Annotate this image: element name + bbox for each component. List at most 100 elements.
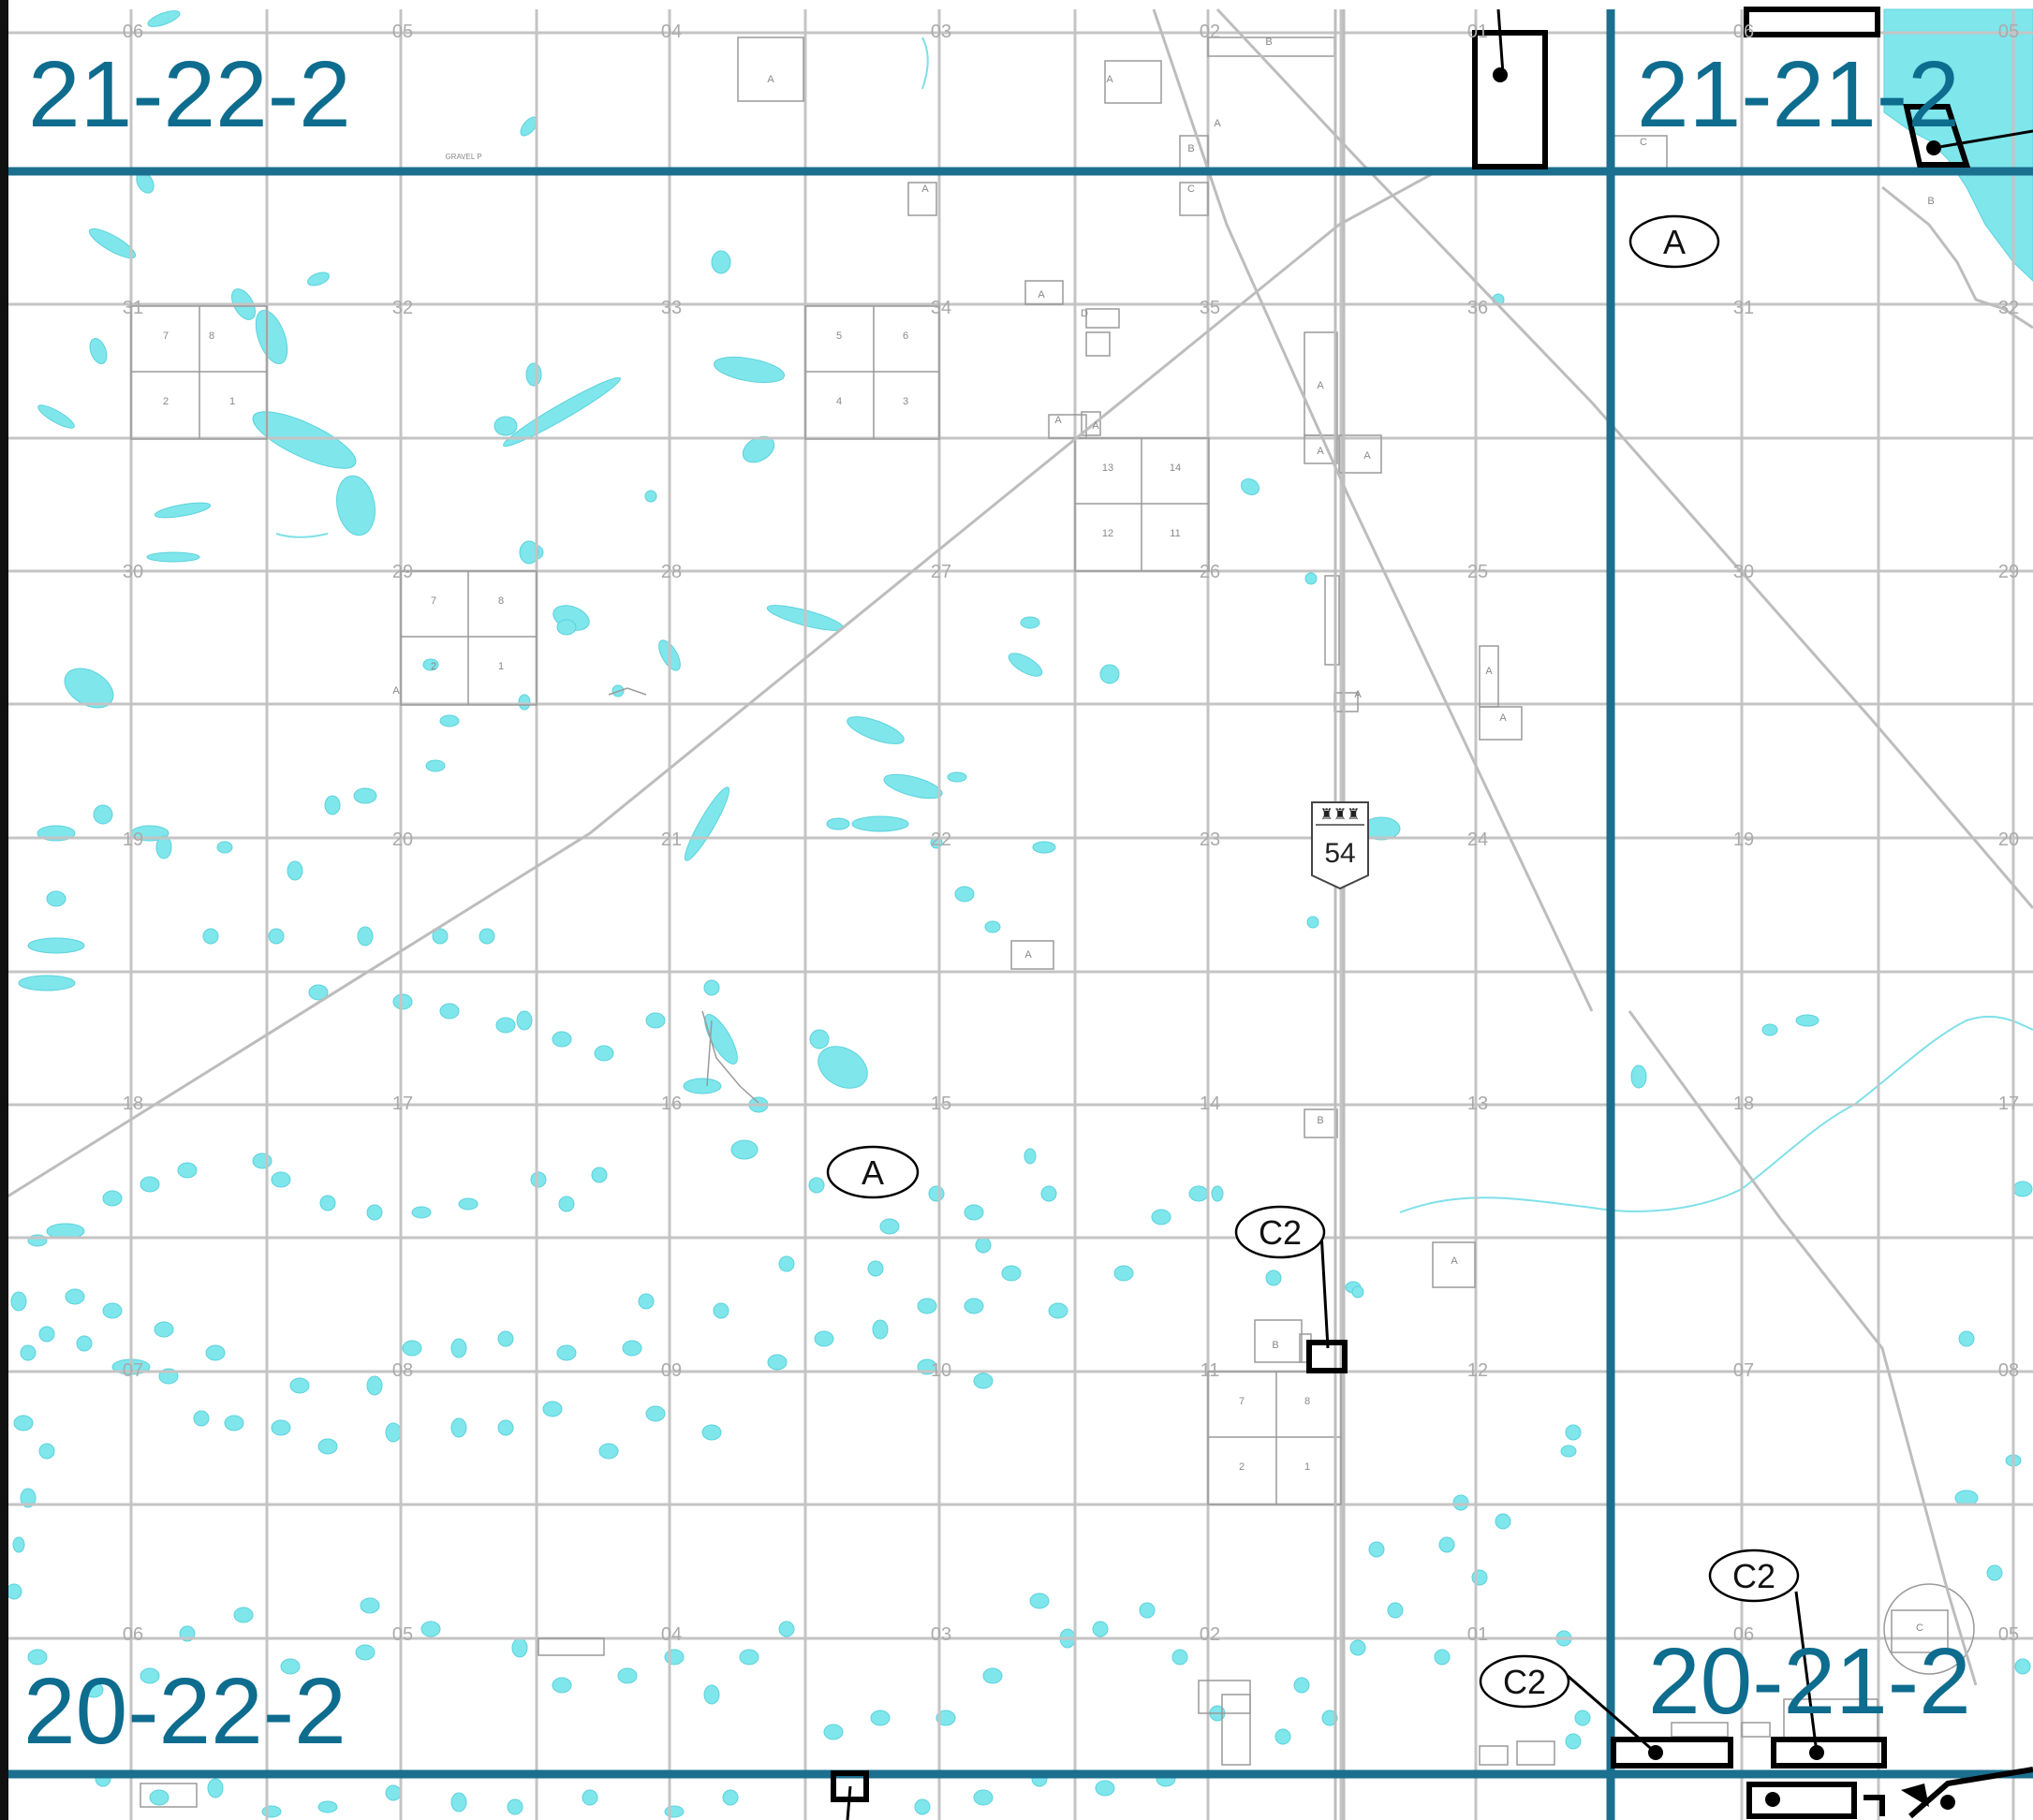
slough	[954, 886, 975, 903]
slough	[1761, 1023, 1778, 1036]
slough	[271, 1171, 291, 1188]
slough	[366, 1375, 383, 1396]
slough	[778, 1621, 795, 1637]
slough	[411, 1206, 432, 1219]
slough	[558, 1196, 575, 1212]
slough	[1574, 1710, 1591, 1726]
slough	[20, 1344, 37, 1361]
facility-ne[interactable]	[1903, 104, 1971, 168]
slough	[935, 1710, 956, 1726]
parcel-letter: A	[921, 183, 929, 195]
slough	[1471, 1569, 1488, 1586]
slough	[1565, 1733, 1582, 1750]
slough	[224, 1415, 244, 1431]
slough	[1048, 1302, 1068, 1319]
slough	[1001, 1265, 1022, 1282]
slough	[6, 1583, 22, 1600]
slough	[38, 1443, 55, 1460]
zone-ellipse	[1628, 214, 1720, 269]
zone-label[interactable]: C2	[1479, 1654, 1570, 1709]
slough	[425, 759, 446, 772]
section-number: 31	[123, 298, 143, 318]
parcel-letter: A	[1024, 949, 1032, 961]
streams	[275, 37, 2033, 1213]
slough	[1351, 1285, 1364, 1299]
slough	[2014, 1658, 2031, 1675]
section-number: 18	[123, 1093, 143, 1114]
slough	[645, 1405, 666, 1422]
slough	[530, 1171, 547, 1188]
section-number: 27	[931, 562, 951, 582]
slough	[1211, 1185, 1224, 1202]
slough	[1958, 1330, 1975, 1347]
gravel-pit-label: GRAVEL P	[445, 153, 481, 161]
slough	[617, 1667, 638, 1684]
slough	[392, 993, 413, 1010]
parcel-letter: B	[1317, 1115, 1323, 1126]
slough	[1434, 1649, 1451, 1666]
slough	[12, 1536, 25, 1553]
slough	[422, 658, 439, 671]
slough	[458, 1197, 479, 1211]
facility-north[interactable]	[1472, 30, 1548, 169]
slough	[1032, 841, 1056, 854]
section-number: 16	[661, 1093, 682, 1114]
parcel-letter: A	[767, 74, 774, 85]
slough	[722, 1789, 739, 1806]
facility-south-c2-b[interactable]	[1771, 1737, 1887, 1769]
township-label-ne: 21-21-2	[1637, 42, 1960, 147]
slough	[385, 1784, 402, 1801]
slough	[1349, 1639, 1366, 1656]
slough	[357, 926, 374, 947]
facility-south-complex[interactable]	[1746, 1782, 1885, 1819]
section-number: 28	[661, 562, 682, 582]
slough	[767, 1354, 788, 1371]
parcel-letter: A	[1485, 666, 1493, 677]
slough	[826, 817, 850, 830]
section-number: 18	[1733, 1093, 1754, 1114]
facility-north-marker	[1493, 67, 1508, 82]
section-number: 05	[392, 22, 413, 42]
section-number: 24	[1467, 829, 1488, 850]
parcel-letter: A	[1317, 380, 1324, 391]
section-number: 32	[392, 298, 413, 318]
zone-label[interactable]: A	[1628, 214, 1720, 269]
slough	[1274, 1728, 1291, 1745]
section-number: 15	[931, 1093, 951, 1114]
zone-ellipse	[1234, 1205, 1326, 1259]
slough	[402, 1340, 422, 1357]
zone-text: A	[1663, 223, 1686, 261]
slough	[704, 1014, 738, 1064]
facility-south-c2-a[interactable]	[1611, 1737, 1733, 1769]
slough	[154, 1321, 174, 1338]
slough	[516, 1010, 533, 1031]
zone-label[interactable]: A	[826, 1145, 920, 1199]
slough	[46, 890, 66, 907]
zone-label[interactable]: C2	[1234, 1205, 1326, 1259]
zone-text: C2	[1732, 1557, 1775, 1595]
parcel-letter: A	[1092, 420, 1099, 432]
slough	[450, 1338, 467, 1358]
parcel-letter: A	[1317, 446, 1324, 457]
slough	[317, 1800, 338, 1813]
section-number: 03	[931, 22, 951, 42]
slough	[1495, 1513, 1511, 1530]
highway-shield-54[interactable]: ♜♜♜ 54	[1311, 801, 1369, 890]
slough	[739, 1649, 759, 1666]
section-number: 06	[123, 1624, 143, 1645]
slough	[146, 551, 200, 563]
zone-label[interactable]: C2	[1708, 1548, 1800, 1603]
lot-number: 3	[903, 396, 908, 407]
lot-number: 6	[903, 330, 908, 342]
slough	[519, 540, 539, 565]
slough	[366, 1204, 383, 1221]
slough	[27, 1649, 48, 1666]
section-number: 06	[123, 22, 143, 42]
slough	[147, 10, 181, 27]
slough	[207, 1778, 224, 1798]
section-number: 07	[123, 1360, 143, 1381]
zone-ellipse	[826, 1145, 920, 1199]
